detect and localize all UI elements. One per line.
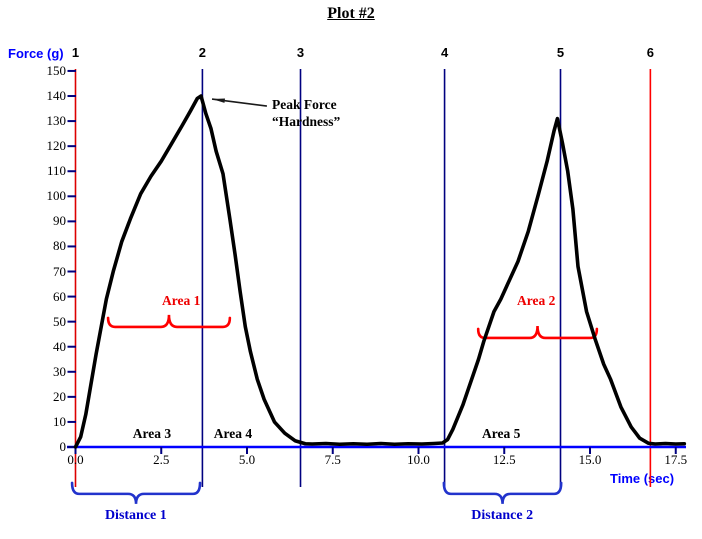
y-tick-label-80: 80 xyxy=(53,238,66,254)
distance-label-1: Distance 1 xyxy=(104,507,167,523)
y-tick-label-40: 40 xyxy=(53,338,66,354)
event-line-label-4: 4 xyxy=(440,45,449,60)
x-tick-label-0.0: 0.0 xyxy=(67,452,84,467)
x-tick-label-2.5: 2.5 xyxy=(153,452,170,467)
distance-1-brace xyxy=(70,481,202,504)
y-tick-label-130: 130 xyxy=(46,113,67,129)
x-tick-label-17.5: 17.5 xyxy=(664,452,688,467)
x-tick-label-7.5: 7.5 xyxy=(324,452,341,467)
event-line-label-3: 3 xyxy=(296,45,305,60)
y-tick-label-70: 70 xyxy=(53,263,66,279)
force-curve xyxy=(73,94,687,449)
peak-force-annotation: Peak Force “Hardness” xyxy=(272,96,340,130)
y-tick-label-50: 50 xyxy=(53,313,66,329)
x-tick-label-12.5: 12.5 xyxy=(492,452,516,467)
x-axis-label: Time (sec) xyxy=(610,471,675,486)
distance-label-2: Distance 2 xyxy=(471,507,534,523)
y-tick-label-10: 10 xyxy=(53,413,66,429)
y-tick-label-30: 30 xyxy=(53,363,66,379)
area-label-5: Area 5 xyxy=(481,425,521,441)
x-tick-label-5.0: 5.0 xyxy=(238,452,256,467)
area-label-2: Area 2 xyxy=(516,293,556,309)
y-tick-label-90: 90 xyxy=(53,213,66,229)
peak-arrow-head xyxy=(212,98,226,103)
y-tick-label-100: 100 xyxy=(46,188,67,204)
event-line-label-6: 6 xyxy=(646,45,654,60)
distance-2-brace xyxy=(442,481,563,504)
y-tick-label-150: 150 xyxy=(46,62,67,78)
area-label-1: Area 1 xyxy=(161,293,201,309)
y-axis-label: Force (g) xyxy=(8,46,64,61)
x-tick-label-15.0: 15.0 xyxy=(578,452,602,467)
y-tick-label-20: 20 xyxy=(53,388,66,404)
x-tick-label-10.0: 10.0 xyxy=(407,452,430,467)
y-tick-label-60: 60 xyxy=(53,288,66,304)
y-tick-label-110: 110 xyxy=(46,163,66,179)
y-tick-label-120: 120 xyxy=(46,138,67,154)
area-1-brace xyxy=(106,314,232,329)
event-line-label-5: 5 xyxy=(556,45,565,60)
event-line-label-1: 1 xyxy=(71,45,80,60)
event-line-label-2: 2 xyxy=(198,45,207,60)
chart-title: Plot #2 xyxy=(327,5,375,22)
peak-annotation-line2: “Hardness” xyxy=(272,114,341,130)
area-2-brace xyxy=(476,325,599,340)
area-label-4: Area 4 xyxy=(213,425,253,441)
area-label-3: Area 3 xyxy=(132,425,172,441)
y-tick-label-140: 140 xyxy=(46,88,67,104)
y-tick-label-0: 0 xyxy=(59,439,67,454)
peak-annotation-line1: Peak Force xyxy=(272,97,337,113)
